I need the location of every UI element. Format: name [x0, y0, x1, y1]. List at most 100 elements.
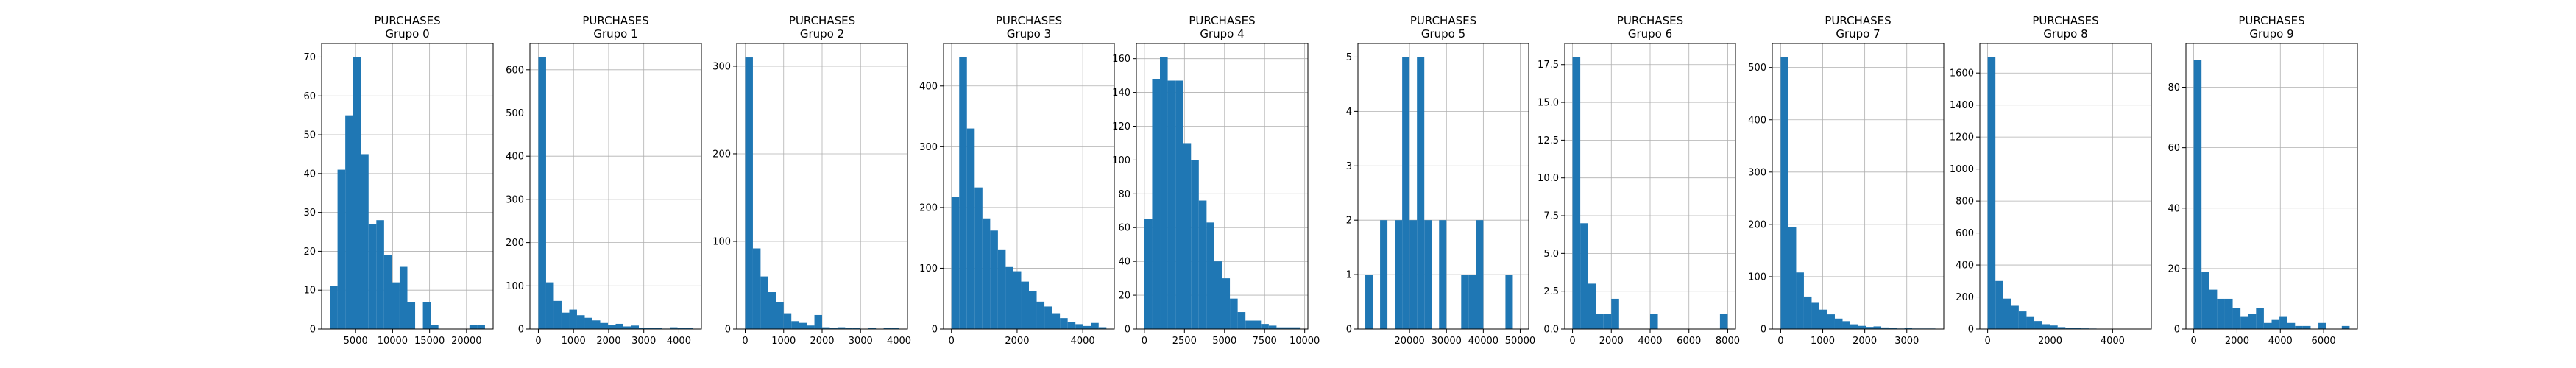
x-tick-label: 1000 — [771, 336, 796, 347]
histogram-bar — [1083, 325, 1091, 329]
y-tick-label: 100 — [1112, 155, 1130, 166]
y-tick-label: 40 — [1118, 257, 1130, 268]
histogram-bar — [1214, 261, 1222, 329]
histogram-bar — [1167, 80, 1176, 329]
histogram-bar — [600, 322, 608, 329]
histogram-bar — [822, 327, 830, 329]
histogram-bar — [431, 325, 439, 329]
histogram-bar — [337, 169, 346, 329]
x-tick-label: 3000 — [1894, 336, 1919, 347]
y-tick-label: 40 — [2168, 203, 2180, 214]
histogram-bar — [1468, 275, 1476, 329]
y-tick-label: 1200 — [1950, 132, 1974, 144]
y-tick-label: 30 — [303, 208, 316, 219]
histogram-bar — [592, 320, 601, 329]
y-tick-label: 300 — [1748, 167, 1766, 178]
x-tick-label: 2000 — [596, 336, 620, 347]
histogram-bar — [1276, 327, 1284, 329]
chart-title-line: Grupo 7 — [1836, 27, 1880, 40]
histogram-bar — [646, 328, 655, 329]
histogram-bar — [1036, 301, 1045, 329]
y-tick-label: 0 — [725, 325, 731, 336]
x-tick-label: 2000 — [2225, 336, 2249, 347]
histogram-bar — [2042, 324, 2050, 329]
y-tick-label: 160 — [1112, 54, 1130, 65]
histogram-bar — [1292, 327, 1301, 329]
histogram-bar — [584, 317, 592, 329]
x-tick-label: 4000 — [667, 336, 691, 347]
histogram-bar — [2065, 328, 2073, 329]
histogram-bar — [2318, 322, 2326, 329]
x-tick-label: 15000 — [414, 336, 445, 347]
histogram-bar — [1842, 321, 1850, 329]
histogram-bar — [1075, 324, 1083, 329]
chart-title-line: Grupo 0 — [385, 27, 429, 40]
axes-frame — [2185, 43, 2358, 330]
x-tick-label: 1000 — [1811, 336, 1835, 347]
y-tick-label: 80 — [1118, 189, 1130, 200]
histogram-bar — [469, 325, 478, 329]
histogram-bar — [392, 282, 400, 329]
histogram-bar — [1858, 325, 1866, 329]
histogram-bar — [569, 309, 577, 329]
histogram-bar — [2232, 308, 2241, 329]
x-tick-label: 4000 — [887, 336, 911, 347]
histogram-bar — [837, 327, 846, 329]
y-tick-label: 0 — [1761, 325, 1766, 336]
x-tick-label: 1000 — [562, 336, 586, 347]
y-tick-label: 0 — [1125, 325, 1130, 336]
histogram-bar — [1365, 275, 1373, 329]
histogram-bar — [1476, 220, 1484, 329]
y-tick-label: 200 — [919, 202, 938, 213]
histogram-bar — [2073, 328, 2081, 329]
y-tick-label: 500 — [506, 108, 524, 119]
y-tick-label: 1000 — [1950, 164, 1974, 175]
y-tick-label: 200 — [506, 238, 524, 249]
histogram-bar — [1044, 306, 1052, 329]
histogram-bar — [1395, 220, 1403, 329]
y-tick-label: 120 — [1112, 121, 1130, 132]
y-tick-label: 140 — [1112, 88, 1130, 99]
x-tick-label: 0 — [2190, 336, 2196, 347]
y-tick-label: 20 — [2168, 263, 2180, 275]
chart-title-line: PURCHASES — [582, 14, 648, 27]
chart-title-line: Grupo 6 — [1628, 27, 1672, 40]
histogram-bar — [1596, 314, 1604, 329]
histogram-bar — [2224, 298, 2233, 329]
histogram-bar — [1987, 57, 1996, 329]
x-tick-label: 5000 — [344, 336, 368, 347]
histogram-bar — [1206, 222, 1214, 329]
histogram-bar — [1439, 220, 1447, 329]
histogram-bar — [368, 224, 377, 329]
histogram-bar — [768, 292, 776, 329]
histogram-bar — [814, 314, 822, 329]
y-tick-label: 0 — [1346, 325, 1352, 336]
y-tick-label: 1 — [1346, 270, 1352, 281]
histogram-bar — [966, 128, 975, 329]
histogram-bar — [1719, 314, 1728, 329]
histogram-bar — [1402, 57, 1410, 329]
y-tick-label: 3 — [1346, 161, 1352, 172]
histogram-bar — [2240, 316, 2248, 329]
histogram-bar — [760, 276, 768, 329]
histogram-bar — [2295, 325, 2303, 329]
histogram-bar — [845, 328, 853, 329]
histogram-bar — [615, 323, 624, 329]
histogram-bar — [2193, 60, 2202, 330]
histogram-bar — [891, 328, 899, 329]
chart-title-line: Grupo 5 — [1421, 27, 1465, 40]
x-tick-label: 6000 — [1677, 336, 1701, 347]
histogram-bar — [1005, 266, 1013, 329]
histogram-bar — [1175, 80, 1183, 329]
histogram-bar — [959, 57, 967, 329]
y-tick-label: 60 — [1118, 223, 1130, 234]
x-tick-label: 4000 — [2101, 336, 2125, 347]
x-tick-label: 10000 — [378, 336, 408, 347]
chart-title-line: PURCHASES — [374, 14, 440, 27]
histogram-bar — [353, 57, 361, 329]
